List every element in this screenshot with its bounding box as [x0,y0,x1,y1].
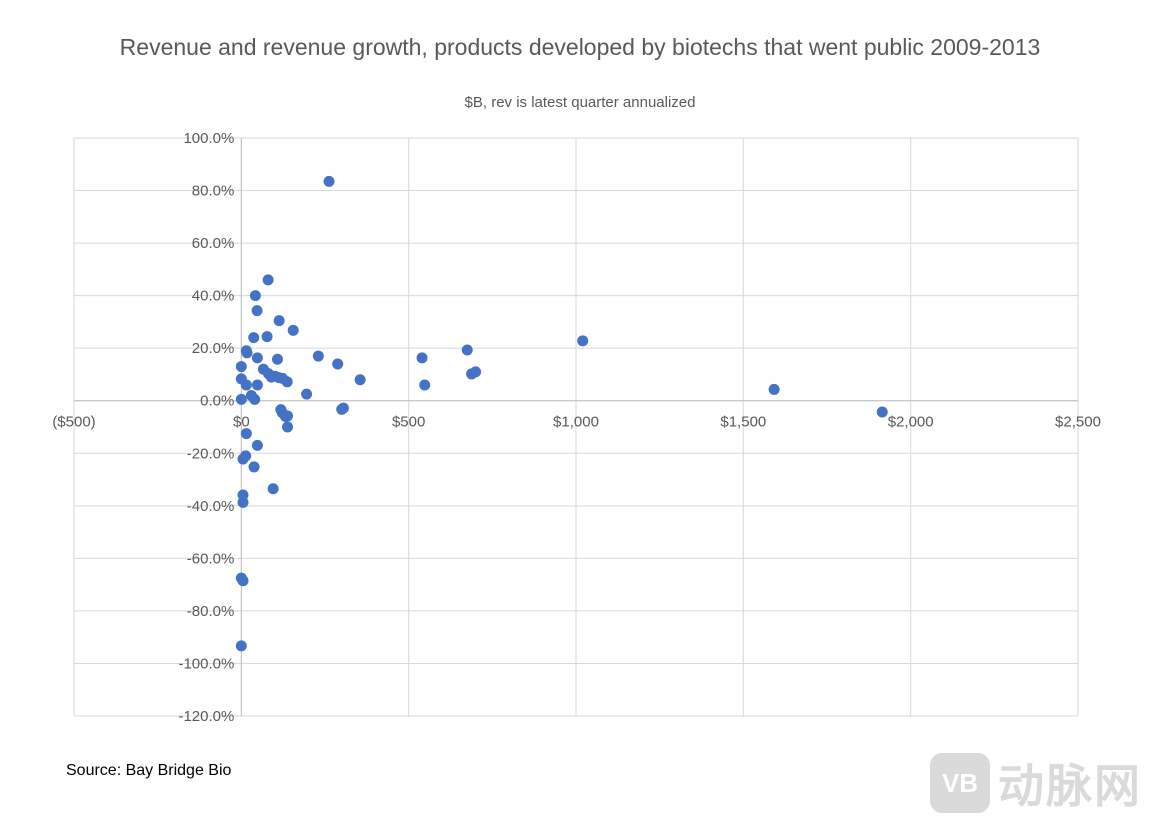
data-point [235,361,247,373]
data-point [249,290,261,302]
data-point [301,388,313,400]
x-tick-label: $2,500 [1055,414,1101,431]
data-point [281,376,293,388]
data-point [312,350,324,362]
data-point [332,358,344,370]
data-point [240,379,252,391]
data-point [240,428,252,440]
source-note: Source: Bay Bridge Bio [66,762,232,779]
watermark-text: 动脉网 [998,760,1142,812]
data-point [416,352,428,364]
data-point [876,406,888,418]
tick-labels: 100.0% 80.0% 60.0% 40.0% 20.0% 0.0% -20.0% -40.… [52,130,1101,725]
y-tick-label: -80.0% [187,603,235,620]
data-point [251,379,263,391]
data-point [461,344,473,356]
y-tick-label: -100.0% [178,655,234,672]
watermark-logo: VB [930,753,990,813]
y-tick-label: 20.0% [192,340,235,357]
data-point [271,353,283,365]
y-tick-label: 100.0% [183,130,234,147]
y-tick-label: -20.0% [187,445,235,462]
x-tick-label: $0 [233,414,250,431]
data-point [354,374,366,386]
data-point [235,393,247,405]
chart-title: Revenue and revenue growth, products dev… [119,34,1041,60]
data-point [273,315,285,327]
data-point [768,383,780,395]
data-point [287,324,299,336]
data-point [419,379,431,391]
y-tick-label: -40.0% [187,498,235,515]
data-point [336,403,348,415]
data-point [577,335,589,347]
y-tick-label: 60.0% [192,235,235,252]
data-point [241,347,253,359]
x-tick-label: ($500) [52,414,95,431]
data-point [237,453,249,465]
x-tick-label: $1,000 [553,414,599,431]
watermark: VB 动脉网 [930,752,1142,814]
data-point [235,640,247,652]
data-point [249,393,261,405]
y-tick-label: -120.0% [178,708,234,725]
data-point [280,410,292,422]
data-points [235,175,888,652]
data-point [248,332,260,344]
data-point [251,305,263,317]
x-tick-label: $2,000 [888,414,934,431]
data-point [323,175,335,187]
y-tick-label: -60.0% [187,550,235,567]
data-point [251,439,263,451]
chart-subtitle: $B, rev is latest quarter annualized [464,94,696,111]
data-point [282,421,294,433]
data-point [262,274,274,286]
data-point [237,496,249,508]
x-tick-label: $500 [392,414,425,431]
x-tick-label: $1,500 [720,414,766,431]
y-tick-label: 40.0% [192,288,235,305]
data-point [261,331,273,343]
y-tick-label: 0.0% [200,393,234,410]
y-tick-label: 80.0% [192,183,235,200]
data-point [470,366,482,378]
data-point [251,352,263,364]
data-point [267,483,279,495]
data-point [237,575,249,587]
data-point [248,461,260,473]
